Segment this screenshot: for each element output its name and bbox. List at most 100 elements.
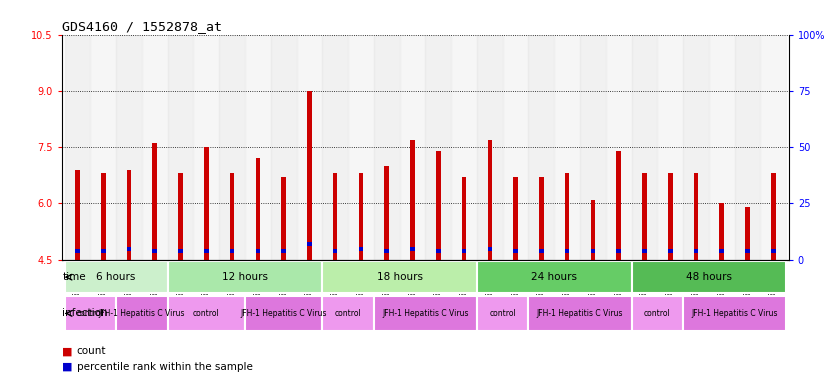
Text: ■: ■ bbox=[62, 362, 73, 372]
Text: 24 hours: 24 hours bbox=[531, 272, 577, 282]
Bar bbox=[322, 296, 374, 331]
Bar bbox=[745, 207, 750, 260]
Bar bbox=[101, 249, 106, 253]
Bar bbox=[513, 177, 518, 260]
Text: ■: ■ bbox=[62, 346, 73, 356]
Bar bbox=[126, 170, 131, 260]
Bar bbox=[204, 147, 209, 260]
Bar bbox=[245, 296, 322, 331]
Bar bbox=[322, 35, 348, 260]
Text: 48 hours: 48 hours bbox=[686, 272, 732, 282]
Text: infection: infection bbox=[62, 308, 108, 318]
Bar bbox=[348, 35, 374, 260]
Bar bbox=[642, 173, 647, 260]
Bar bbox=[75, 249, 80, 253]
Bar bbox=[178, 173, 183, 260]
Bar bbox=[734, 35, 761, 260]
Bar bbox=[282, 249, 286, 253]
Text: JFH-1 Hepatitis C Virus: JFH-1 Hepatitis C Virus bbox=[98, 309, 185, 318]
Bar bbox=[168, 261, 322, 293]
Bar bbox=[771, 173, 776, 260]
Bar bbox=[565, 173, 569, 260]
Bar bbox=[632, 35, 657, 260]
Bar bbox=[539, 249, 544, 253]
Bar bbox=[503, 35, 529, 260]
Bar bbox=[374, 35, 400, 260]
Bar bbox=[529, 296, 632, 331]
Bar bbox=[668, 249, 672, 253]
Bar bbox=[477, 261, 632, 293]
Bar bbox=[333, 173, 338, 260]
Bar bbox=[75, 170, 80, 260]
Text: percentile rank within the sample: percentile rank within the sample bbox=[77, 362, 253, 372]
Bar bbox=[477, 35, 503, 260]
Bar bbox=[605, 35, 632, 260]
Text: time: time bbox=[62, 272, 86, 282]
Bar bbox=[255, 158, 260, 260]
Bar bbox=[153, 249, 157, 253]
Bar bbox=[358, 173, 363, 260]
Bar bbox=[642, 249, 647, 253]
Bar bbox=[271, 35, 297, 260]
Bar bbox=[411, 140, 415, 260]
Text: JFH-1 Hepatitis C Virus: JFH-1 Hepatitis C Virus bbox=[691, 309, 778, 318]
Bar bbox=[668, 173, 672, 260]
Bar bbox=[451, 35, 477, 260]
Bar bbox=[245, 35, 271, 260]
Bar bbox=[101, 173, 106, 260]
Bar bbox=[683, 35, 709, 260]
Bar bbox=[358, 247, 363, 251]
Bar bbox=[462, 249, 467, 253]
Text: 6 hours: 6 hours bbox=[97, 272, 135, 282]
Bar bbox=[425, 35, 451, 260]
Bar bbox=[255, 249, 260, 253]
Bar bbox=[462, 177, 467, 260]
Bar bbox=[487, 140, 492, 260]
Text: JFH-1 Hepatitis C Virus: JFH-1 Hepatitis C Virus bbox=[537, 309, 624, 318]
Bar bbox=[694, 249, 698, 253]
Bar bbox=[683, 296, 786, 331]
Bar bbox=[632, 296, 683, 331]
Bar bbox=[616, 151, 621, 260]
Bar bbox=[591, 200, 596, 260]
Bar bbox=[694, 173, 698, 260]
Bar bbox=[719, 204, 724, 260]
Bar bbox=[761, 35, 786, 260]
Bar bbox=[513, 249, 518, 253]
Bar bbox=[178, 249, 183, 253]
Text: control: control bbox=[489, 309, 516, 318]
Bar bbox=[142, 35, 168, 260]
Bar bbox=[529, 35, 554, 260]
Bar bbox=[771, 249, 776, 253]
Text: count: count bbox=[77, 346, 107, 356]
Bar bbox=[168, 296, 245, 331]
Bar bbox=[616, 249, 621, 253]
Bar bbox=[745, 249, 750, 253]
Bar bbox=[374, 296, 477, 331]
Bar bbox=[709, 35, 734, 260]
Bar bbox=[400, 35, 425, 260]
Bar bbox=[64, 296, 116, 331]
Bar bbox=[436, 249, 440, 253]
Bar bbox=[333, 249, 338, 253]
Bar bbox=[411, 247, 415, 251]
Bar bbox=[193, 35, 219, 260]
Text: control: control bbox=[77, 309, 104, 318]
Bar bbox=[126, 247, 131, 251]
Text: JFH-1 Hepatitis C Virus: JFH-1 Hepatitis C Virus bbox=[240, 309, 327, 318]
Bar bbox=[230, 173, 235, 260]
Text: control: control bbox=[644, 309, 671, 318]
Bar bbox=[204, 249, 209, 253]
Bar bbox=[487, 247, 492, 251]
Text: JFH-1 Hepatitis C Virus: JFH-1 Hepatitis C Virus bbox=[382, 309, 468, 318]
Bar bbox=[384, 249, 389, 253]
Text: 12 hours: 12 hours bbox=[222, 272, 268, 282]
Bar bbox=[230, 249, 235, 253]
Bar bbox=[307, 91, 311, 260]
Bar bbox=[90, 35, 116, 260]
Bar bbox=[64, 261, 168, 293]
Text: 18 hours: 18 hours bbox=[377, 272, 423, 282]
Bar bbox=[153, 143, 157, 260]
Bar bbox=[436, 151, 440, 260]
Bar bbox=[116, 35, 142, 260]
